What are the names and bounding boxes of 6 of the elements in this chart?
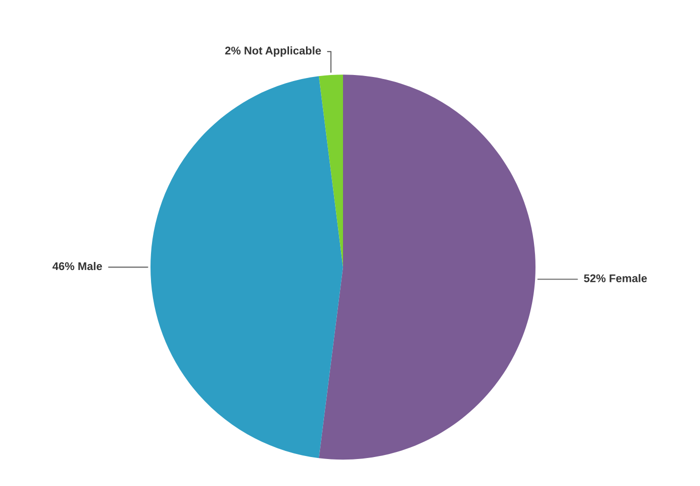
slice-label: 2% Not Applicable (225, 46, 321, 57)
slice-label: 46% Male (52, 262, 102, 270)
pie-slice (318, 74, 343, 268)
pie-slice (318, 74, 536, 460)
slice-label: 52% Female (584, 274, 647, 282)
pie-slice (150, 76, 343, 458)
